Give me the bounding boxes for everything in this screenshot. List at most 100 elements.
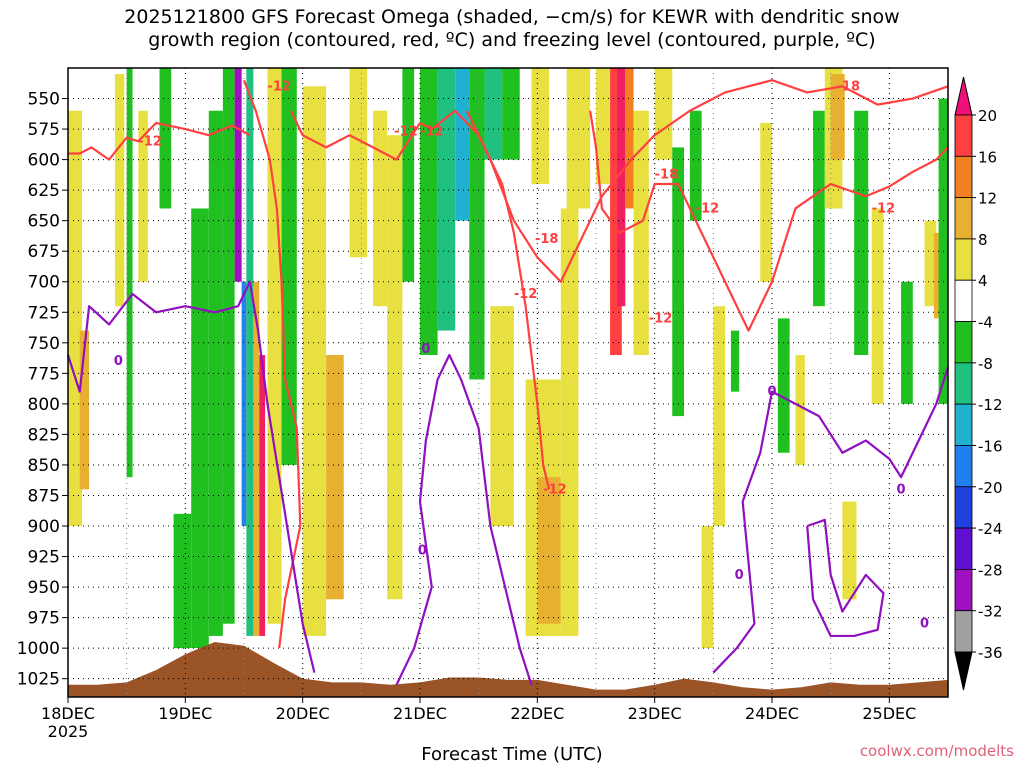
contour-label-18: 0	[920, 617, 929, 632]
colorbar-segment-10	[954, 527, 973, 570]
contour-label-3: -12	[420, 125, 444, 140]
contour-line-6	[395, 353, 533, 686]
omega-cell-4	[138, 110, 148, 282]
omega-cell-37	[617, 68, 626, 307]
y-tick-label: 1025	[17, 670, 60, 690]
omega-cell-3	[126, 68, 133, 478]
omega-cell-44	[713, 306, 726, 527]
contour-line-5	[66, 280, 316, 673]
colorbar-segment-12	[954, 610, 973, 653]
isotherm-contours	[66, 79, 950, 686]
surface-area	[68, 642, 948, 697]
colorbar-label: 12	[978, 190, 997, 208]
omega-cell-0	[68, 110, 83, 527]
omega-cell-9	[222, 68, 235, 624]
omega-cell-25	[455, 68, 470, 221]
y-tick-label: 650	[28, 212, 60, 232]
contour-label-10: -18	[837, 79, 861, 94]
omega-cell-17	[302, 86, 327, 636]
omega-cell-36	[610, 68, 622, 356]
contour-line-8	[806, 518, 885, 638]
omega-cell-18	[326, 355, 344, 600]
omega-cell-40	[654, 68, 673, 160]
omega-cell-1	[79, 330, 90, 490]
plot-frame	[67, 67, 949, 698]
y-tick-labels: 550 575 600 625 650 675 700 725 750 775 800 825 850 8…	[17, 90, 68, 690]
chart-title-line-1: 2025121800 GFS Forecast Omega (shaded, −…	[124, 6, 900, 28]
omega-cell-26	[469, 68, 485, 380]
omega-cell-32	[537, 477, 561, 624]
contour-label-1: -12	[267, 79, 291, 94]
x-axis-title: Forecast Time (UTC)	[421, 744, 603, 765]
colorbar-label: 8	[978, 231, 988, 249]
omega-cell-20	[373, 110, 388, 307]
colorbar-label: 16	[978, 148, 997, 166]
colorbar-label: -36	[978, 644, 1003, 662]
omega-cell-57	[933, 232, 943, 319]
contour-label-13: 0	[421, 342, 430, 357]
y-tick-label: 700	[28, 273, 60, 293]
omega-cell-5	[159, 68, 172, 209]
colorbar-segment-8	[954, 445, 973, 488]
colorbar: 20 16 12 8 4 -4 -8 -12 -16 -20 -24 -28 -32 -36	[954, 76, 1003, 691]
omega-shading	[68, 68, 948, 649]
grid-lines	[67, 68, 948, 697]
x-tick-sublabel: 2025	[48, 722, 89, 741]
colorbar-label: 20	[978, 107, 997, 125]
contour-label-5: -18	[535, 232, 559, 247]
contour-label-9: -12	[649, 311, 673, 326]
colorbar-segment-4	[954, 279, 973, 322]
y-tick-label: 925	[28, 548, 60, 568]
omega-cell-43	[701, 526, 714, 649]
y-tick-label: 950	[28, 578, 60, 598]
y-tick-label: 625	[28, 181, 60, 201]
colorbar-label: 4	[978, 272, 988, 290]
omega-cell-7	[191, 208, 209, 649]
omega-cell-27	[484, 68, 503, 160]
contour-label-14: 0	[418, 543, 427, 558]
colorbar-segment-7	[954, 403, 973, 446]
y-tick-label: 600	[28, 151, 60, 171]
omega-cell-30	[531, 68, 550, 185]
chart-title-line-2: growth region (contoured, red, ºC) and f…	[148, 29, 876, 51]
contour-label-11: -12	[872, 201, 896, 216]
colorbar-label: -4	[978, 314, 993, 332]
omega-cell-54	[871, 208, 884, 404]
omega-cell-19	[349, 68, 368, 258]
contour-line-2	[289, 109, 551, 490]
credit-text[interactable]: coolwx.com/modelts	[859, 742, 1014, 760]
omega-cell-2	[114, 74, 125, 307]
colorbar-segment-9	[954, 486, 973, 529]
contour-label-6: -12	[543, 482, 567, 497]
contour-line-0	[68, 121, 251, 161]
omega-cell-8	[208, 110, 223, 636]
omega-cell-21	[387, 135, 403, 600]
colorbar-segment-11	[954, 568, 973, 612]
omega-cell-46	[760, 122, 772, 282]
omega-cell-24	[437, 68, 456, 331]
contour-label-15: 0	[735, 568, 744, 583]
omega-cell-55	[901, 281, 913, 404]
contour-line-7	[712, 366, 950, 674]
omega-cell-56	[924, 220, 937, 307]
omega-cell-48	[795, 355, 805, 465]
x-tick-label: 24DEC	[745, 704, 799, 723]
colorbar-label: -12	[978, 396, 1003, 414]
contour-label-17: 0	[897, 482, 906, 497]
x-tick-label: 23DEC	[628, 704, 682, 723]
y-tick-label: 775	[28, 364, 60, 384]
omega-cell-15	[267, 68, 282, 624]
y-tick-label: 850	[28, 456, 60, 476]
omega-cell-28	[502, 68, 520, 160]
omega-cell-51	[830, 74, 845, 160]
omega-cell-12	[246, 68, 254, 636]
x-tick-label: 20DEC	[276, 704, 330, 723]
omega-cell-52	[842, 501, 857, 600]
x-tick-label: 18DEC	[41, 704, 95, 723]
contour-label-16: 0	[767, 385, 776, 400]
omega-cell-38	[625, 68, 634, 209]
colorbar-label: -20	[978, 479, 1003, 497]
colorbar-label: -16	[978, 437, 1003, 455]
y-tick-label: 975	[28, 609, 60, 629]
contour-line-4	[465, 79, 949, 283]
